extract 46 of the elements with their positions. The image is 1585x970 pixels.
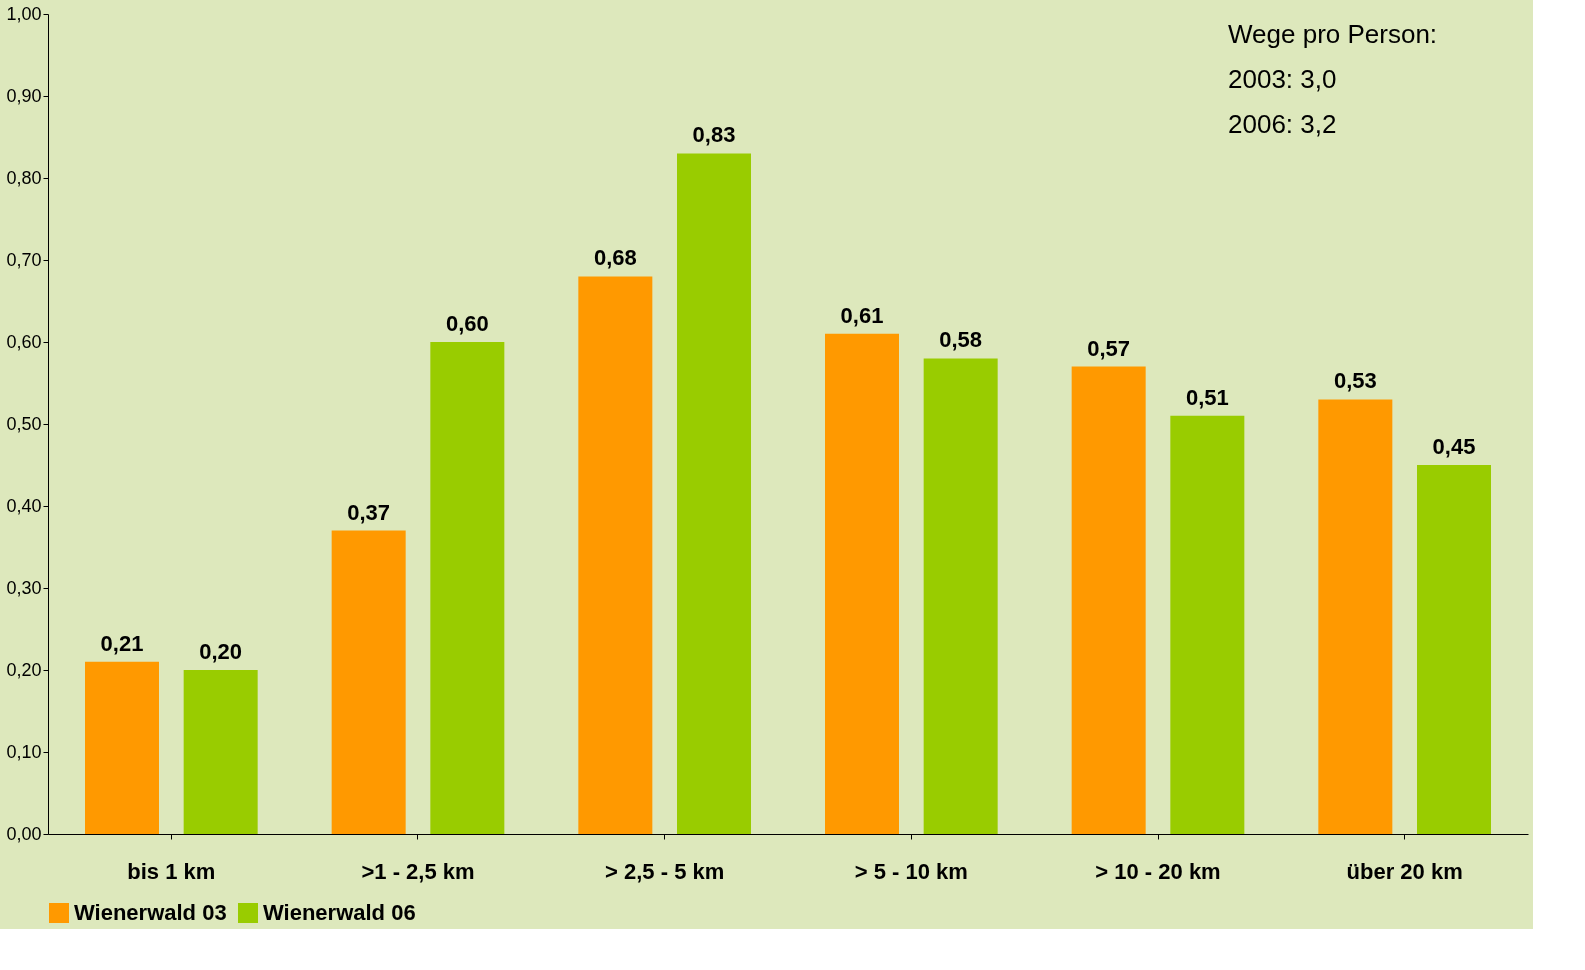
y-tick-label: 0,70	[6, 249, 42, 270]
bar	[923, 358, 998, 834]
bar	[183, 670, 258, 834]
bar	[331, 530, 406, 834]
y-tick-label: 0,90	[6, 85, 42, 106]
y-tick-label: 0,20	[6, 659, 42, 680]
x-tick-label: > 5 - 10 km	[854, 858, 968, 884]
annotation: 2006: 3,2	[1228, 109, 1337, 139]
y-tick-label: 0,80	[6, 167, 42, 188]
x-tick-label: über 20 km	[1346, 858, 1463, 884]
data-label: 0,21	[100, 630, 144, 656]
annotation: Wege pro Person:	[1228, 19, 1438, 49]
bar	[677, 153, 751, 834]
bar	[1170, 415, 1245, 834]
bar	[1318, 399, 1393, 834]
y-tick-label: 0,40	[6, 495, 42, 516]
bar	[578, 276, 653, 834]
x-tick-label: > 2,5 - 5 km	[605, 858, 725, 884]
data-label: 0,83	[692, 122, 736, 148]
data-label: 0,68	[593, 245, 637, 271]
legend-label: Wienerwald 03	[74, 900, 227, 925]
data-label: 0,53	[1333, 368, 1377, 394]
data-label: 0,58	[939, 327, 983, 353]
data-label: 0,51	[1185, 384, 1229, 410]
y-tick-label: 0,30	[6, 577, 42, 598]
data-label: 0,45	[1432, 434, 1476, 459]
data-label: 0,61	[840, 302, 884, 328]
y-tick-label: 1,00	[6, 3, 42, 24]
bar	[1071, 366, 1146, 834]
y-tick-label: 0,60	[6, 331, 42, 352]
data-label: 0,60	[445, 311, 489, 336]
y-tick-label: 0,10	[6, 741, 42, 762]
x-tick-label: bis 1 km	[127, 858, 216, 884]
bar	[85, 661, 159, 834]
data-label: 0,20	[199, 639, 243, 664]
data-label: 0,37	[347, 499, 391, 525]
x-tick-label: > 10 - 20 km	[1095, 858, 1221, 884]
bar	[430, 342, 505, 834]
y-tick-label: 0,00	[6, 823, 42, 844]
annotation: 2003: 3,0	[1228, 64, 1337, 94]
x-tick-label: >1 - 2,5 km	[361, 858, 475, 884]
bar	[825, 333, 899, 834]
legend-label: Wienerwald 06	[263, 900, 416, 925]
bar	[1417, 465, 1491, 834]
y-tick-label: 0,50	[6, 413, 42, 434]
data-label: 0,57	[1087, 335, 1131, 361]
